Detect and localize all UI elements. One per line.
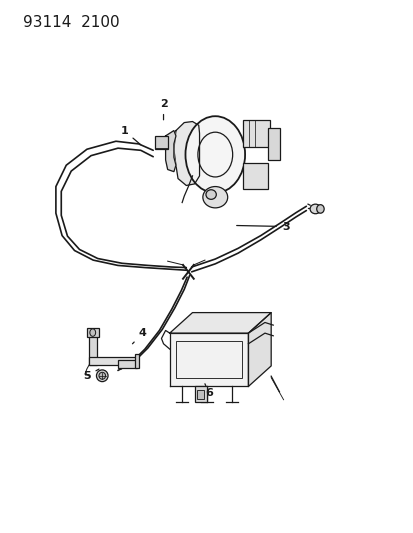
Text: 93114  2100: 93114 2100 [23, 15, 119, 30]
Bar [176, 341, 242, 378]
Ellipse shape [309, 204, 320, 214]
Bar [87, 328, 98, 337]
Text: 6: 6 [204, 384, 213, 398]
Circle shape [90, 329, 95, 336]
Ellipse shape [206, 190, 216, 199]
Text: 1: 1 [120, 126, 140, 145]
Polygon shape [173, 122, 199, 185]
Text: 2: 2 [159, 99, 167, 120]
Bar [89, 357, 136, 365]
Circle shape [185, 116, 244, 193]
Bar [242, 120, 269, 147]
Polygon shape [169, 333, 248, 386]
Text: 3: 3 [236, 222, 289, 231]
Text: 5: 5 [83, 369, 99, 381]
Ellipse shape [99, 373, 105, 379]
Bar [194, 386, 206, 402]
Text: 4: 4 [132, 328, 147, 344]
Bar [118, 360, 136, 368]
Ellipse shape [316, 205, 323, 213]
Bar [267, 128, 280, 160]
Bar [242, 163, 267, 189]
Polygon shape [248, 312, 271, 386]
Bar [89, 336, 97, 365]
Polygon shape [165, 131, 176, 172]
Polygon shape [169, 312, 271, 333]
Bar [197, 390, 204, 399]
Bar [134, 354, 138, 368]
Ellipse shape [96, 370, 108, 382]
Bar [155, 136, 167, 149]
Ellipse shape [202, 187, 227, 208]
